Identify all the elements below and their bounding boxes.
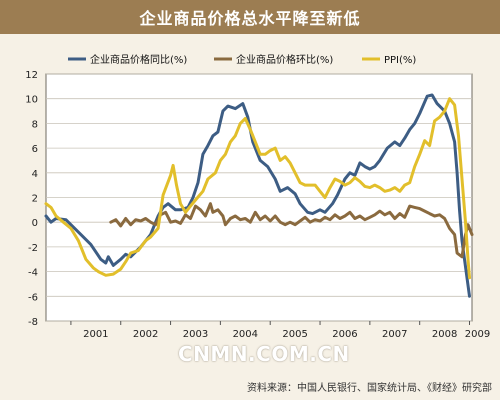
x-tick-label: 2006 xyxy=(332,329,357,340)
series-line-1 xyxy=(109,202,474,259)
watermark: CNMN.COM.CN xyxy=(178,342,350,366)
x-tick-label: 2002 xyxy=(133,329,158,340)
x-axis: 2001 2002 2003 2004 2005 2006 2007 2008 2009 xyxy=(70,321,490,340)
y-tick-label: 0 xyxy=(32,218,38,229)
legend-label: 企业商品价格同比(%) xyxy=(90,53,187,66)
x-tick-label: 2001 xyxy=(83,329,108,340)
y-tick-label: 6 xyxy=(32,144,38,155)
legend-label: PPI(%) xyxy=(384,55,416,66)
x-tick-label: 2003 xyxy=(183,329,208,340)
series-line-2 xyxy=(44,97,471,280)
y-tick-label: -2 xyxy=(28,243,38,254)
line-chart: 企业商品价格同比(%) 企业商品价格环比(%) PPI(%) -8 -6 -4 -2 0 2 4… xyxy=(25,53,490,340)
gridlines xyxy=(46,73,472,322)
chart-header: 企业商品价格总水平降至新低 xyxy=(0,0,500,34)
x-tick-label: 2008 xyxy=(432,329,457,340)
y-tick-label: -4 xyxy=(28,268,38,279)
y-tick-label: 12 xyxy=(25,70,38,81)
chart-title: 企业商品价格总水平降至新低 xyxy=(139,9,361,28)
y-tick-label: -6 xyxy=(28,292,38,303)
x-tick-label: 2007 xyxy=(382,329,407,340)
y-axis: -8 -6 -4 -2 0 2 4 6 8 10 12 xyxy=(25,70,38,328)
series-group xyxy=(44,93,474,298)
source-note: 资料来源：中国人民银行、国家统计局、《财经》研究部 xyxy=(247,383,492,394)
y-tick-label: 2 xyxy=(32,194,38,205)
series-line-0 xyxy=(44,93,471,298)
legend-label: 企业商品价格环比(%) xyxy=(236,53,333,66)
y-tick-label: -8 xyxy=(28,317,38,328)
y-tick-label: 8 xyxy=(32,119,38,130)
y-tick-label: 4 xyxy=(32,169,38,180)
x-tick-label: 2004 xyxy=(233,329,258,340)
x-tick-label: 2009 xyxy=(465,329,490,340)
x-tick-label: 2005 xyxy=(282,329,307,340)
y-tick-label: 10 xyxy=(25,95,38,106)
chart-legend: 企业商品价格同比(%) 企业商品价格环比(%) PPI(%) xyxy=(68,53,416,66)
